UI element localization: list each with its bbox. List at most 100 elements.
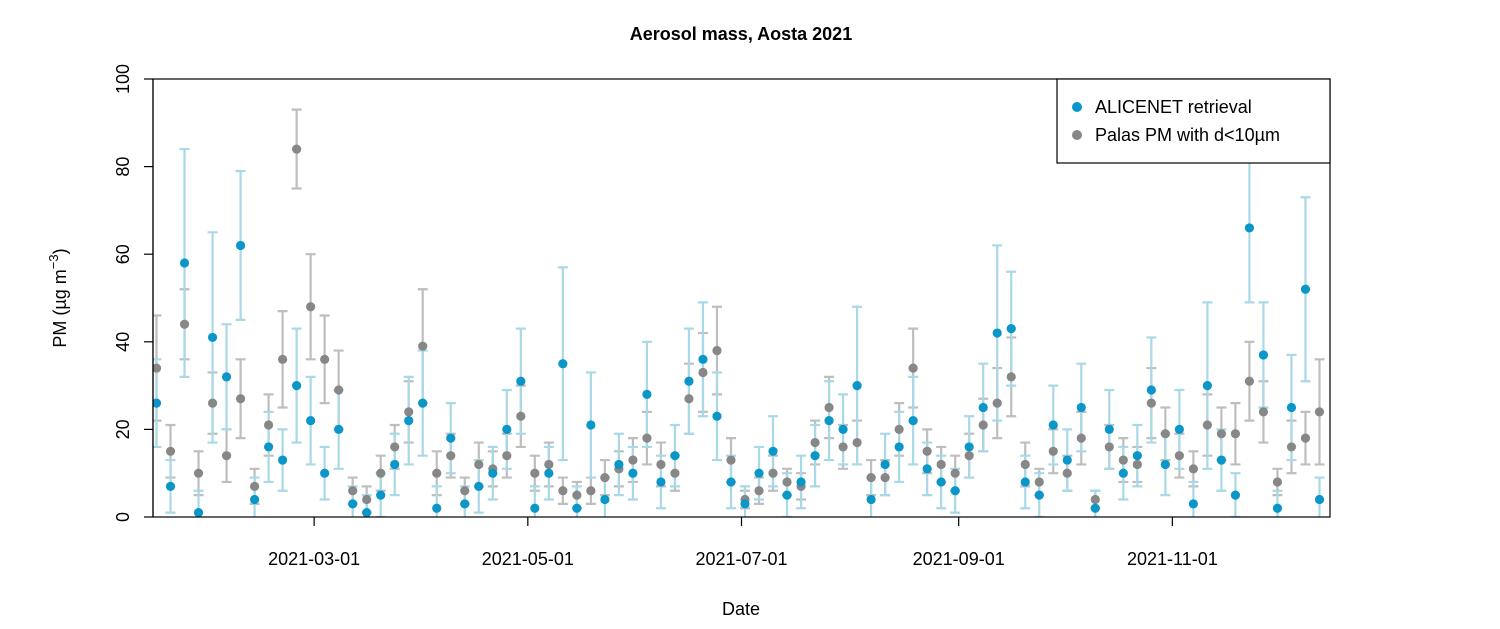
point (179, 258, 190, 268)
point (502, 451, 512, 461)
point (852, 437, 862, 448)
point (306, 302, 316, 312)
point (544, 459, 554, 470)
point (1286, 442, 1297, 452)
point (263, 420, 274, 430)
point (670, 468, 680, 478)
point (1048, 420, 1058, 430)
point (376, 468, 386, 478)
y-tick-label: 20 (113, 419, 133, 439)
point (698, 354, 708, 364)
point (362, 494, 372, 505)
point (1104, 424, 1114, 434)
point (614, 459, 624, 470)
point (1286, 402, 1297, 413)
point (460, 486, 470, 496)
point (432, 503, 442, 513)
point (1034, 477, 1044, 487)
point (1146, 398, 1156, 408)
point (404, 416, 414, 426)
point (964, 451, 974, 461)
point (1314, 494, 1325, 505)
point (1258, 350, 1269, 360)
point (642, 433, 652, 443)
y-axis-label-end: ) (50, 248, 70, 254)
point (782, 477, 792, 487)
point (1244, 376, 1255, 386)
point (1048, 446, 1058, 456)
plot-area (153, 108, 1325, 517)
point (922, 446, 932, 456)
point (908, 416, 918, 426)
point (1272, 477, 1283, 487)
point (1174, 451, 1184, 461)
point (684, 376, 694, 386)
point (838, 442, 848, 452)
point (376, 490, 386, 500)
point (1104, 442, 1114, 452)
point (263, 442, 274, 452)
point (726, 477, 736, 487)
point (306, 416, 316, 426)
point (1272, 503, 1283, 513)
point (446, 433, 456, 443)
point (978, 420, 988, 430)
point (1188, 499, 1198, 509)
point (698, 367, 708, 378)
point (193, 468, 204, 478)
point (1034, 490, 1044, 500)
y-tick-label: 80 (113, 157, 133, 177)
x-tick-label: 2021-03-01 (268, 549, 360, 569)
point (1188, 464, 1198, 474)
x-axis-label: Date (722, 599, 760, 619)
point (1132, 451, 1142, 461)
point (474, 459, 484, 470)
point (418, 341, 428, 351)
legend-marker (1072, 102, 1082, 112)
point (810, 437, 820, 448)
point (502, 424, 512, 434)
point (1230, 490, 1241, 500)
legend-marker (1072, 130, 1082, 140)
point (278, 455, 288, 465)
point (249, 494, 260, 505)
point (656, 477, 666, 487)
point (1118, 455, 1128, 465)
point-group (153, 223, 1325, 517)
error-bar-group (153, 108, 1325, 514)
x-tick-label: 2021-05-01 (482, 549, 574, 569)
point (474, 481, 484, 491)
point (600, 494, 610, 505)
point (880, 472, 890, 483)
point (1230, 429, 1241, 439)
point (460, 499, 470, 509)
point (768, 446, 778, 456)
point (586, 420, 596, 430)
point (712, 411, 722, 421)
point (1146, 385, 1156, 395)
x-tick-label: 2021-09-01 (913, 549, 1005, 569)
point (1090, 503, 1100, 513)
point (320, 468, 330, 478)
point (628, 468, 638, 478)
point (446, 451, 456, 461)
point (153, 363, 162, 373)
point (558, 359, 568, 369)
point (516, 411, 526, 421)
y-tick-label: 0 (113, 512, 133, 522)
legend-label: Palas PM with d<10µm (1095, 125, 1280, 145)
point (1118, 468, 1128, 478)
x-tick-label: 2021-11-01 (1127, 549, 1218, 569)
point (1090, 494, 1100, 505)
point (153, 398, 162, 408)
point (1160, 429, 1170, 439)
point-group (153, 144, 1325, 505)
point (950, 468, 960, 478)
point (1258, 407, 1269, 417)
point (894, 424, 904, 434)
point (179, 319, 190, 329)
x-tick-label: 2021-07-01 (695, 549, 787, 569)
point (908, 363, 918, 373)
point (1132, 459, 1142, 470)
point (193, 508, 204, 517)
